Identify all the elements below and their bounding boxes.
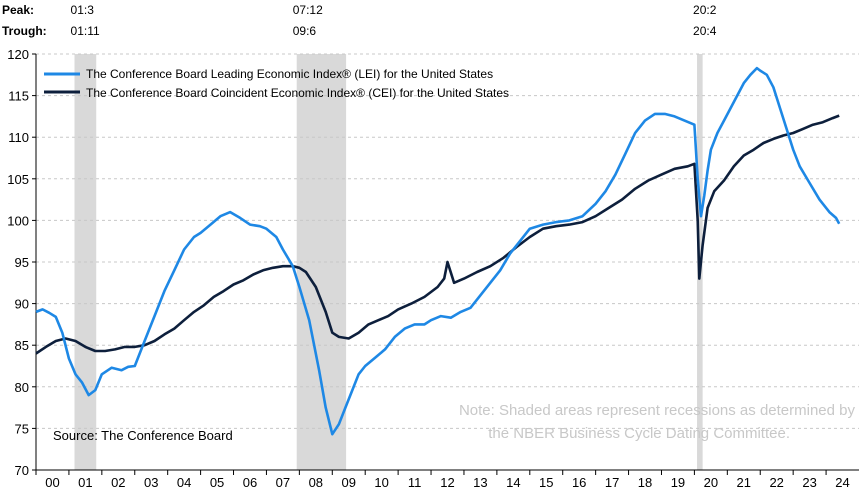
recession-dates: 01:3 01:11 07:12 09:6 20:2 20:4 xyxy=(71,3,717,38)
x-tick-label: 10 xyxy=(374,475,388,490)
legend-lei-label: The Conference Board Leading Economic In… xyxy=(86,67,493,81)
x-tick-label: 02 xyxy=(111,475,125,490)
x-tick-label: 07 xyxy=(276,475,290,490)
x-tick-label: 08 xyxy=(309,475,323,490)
peak-date-1: 07:12 xyxy=(293,3,323,17)
legend-cei-label: The Conference Board Coincident Economic… xyxy=(86,86,509,100)
source-text: Source: The Conference Board xyxy=(53,428,233,443)
y-tick-label: 85 xyxy=(15,338,29,353)
x-tick-label: 22 xyxy=(769,475,783,490)
trough-date-1: 09:6 xyxy=(293,24,317,38)
x-tick-label: 18 xyxy=(638,475,652,490)
peak-date-0: 01:3 xyxy=(71,3,95,17)
x-tick-label: 05 xyxy=(210,475,224,490)
x-tick-label: 04 xyxy=(177,475,191,490)
gridlines xyxy=(36,53,859,429)
x-tick-label: 03 xyxy=(144,475,158,490)
y-tick-label: 120 xyxy=(7,47,29,62)
x-tick-label: 11 xyxy=(408,475,422,490)
trough-date-0: 01:11 xyxy=(71,24,100,38)
x-tick-label: 21 xyxy=(737,475,751,490)
trough-date-2: 20:4 xyxy=(693,24,717,38)
cei-series-line xyxy=(35,114,840,355)
x-tick-label: 17 xyxy=(605,475,619,490)
x-tick-label: 15 xyxy=(539,475,553,490)
y-axis-ticks: 70 75 80 85 90 95 100 105 110 115 120 xyxy=(7,47,36,478)
y-tick-label: 115 xyxy=(8,89,29,104)
note-line-1: Note: Shaded areas represent recessions … xyxy=(459,402,856,419)
x-tick-label: 16 xyxy=(572,475,586,490)
lei-series-line xyxy=(35,66,841,436)
x-tick-label: 01 xyxy=(78,475,92,490)
note-line-2: the NBER Business Cycle Dating Committee… xyxy=(488,425,790,442)
y-tick-label: 75 xyxy=(15,421,29,436)
x-tick-label: 09 xyxy=(342,475,356,490)
x-tick-label: 14 xyxy=(506,475,520,490)
x-tick-label: 00 xyxy=(45,475,59,490)
y-tick-label: 80 xyxy=(15,380,29,395)
x-tick-label: 19 xyxy=(671,475,685,490)
y-tick-label: 95 xyxy=(15,255,29,270)
x-tick-label: 06 xyxy=(243,475,257,490)
x-tick-label: 24 xyxy=(835,475,849,490)
x-tick-label: 12 xyxy=(440,475,454,490)
peak-date-2: 20:2 xyxy=(693,3,717,17)
x-tick-label: 13 xyxy=(473,475,487,490)
y-tick-label: 100 xyxy=(7,213,29,228)
y-tick-label: 70 xyxy=(15,463,29,478)
x-axis-ticks: 00 01 02 03 04 05 06 07 08 09 10 11 12 13 14 15 16 17 18 19… xyxy=(35,470,850,490)
legend: The Conference Board Leading Economic In… xyxy=(44,67,509,100)
peak-label: Peak: xyxy=(2,3,34,17)
trough-label: Trough: xyxy=(2,24,47,38)
y-tick-label: 90 xyxy=(15,297,29,312)
y-tick-label: 110 xyxy=(8,130,29,145)
x-tick-label: 23 xyxy=(802,475,816,490)
y-tick-label: 105 xyxy=(7,172,29,187)
x-tick-label: 20 xyxy=(704,475,718,490)
